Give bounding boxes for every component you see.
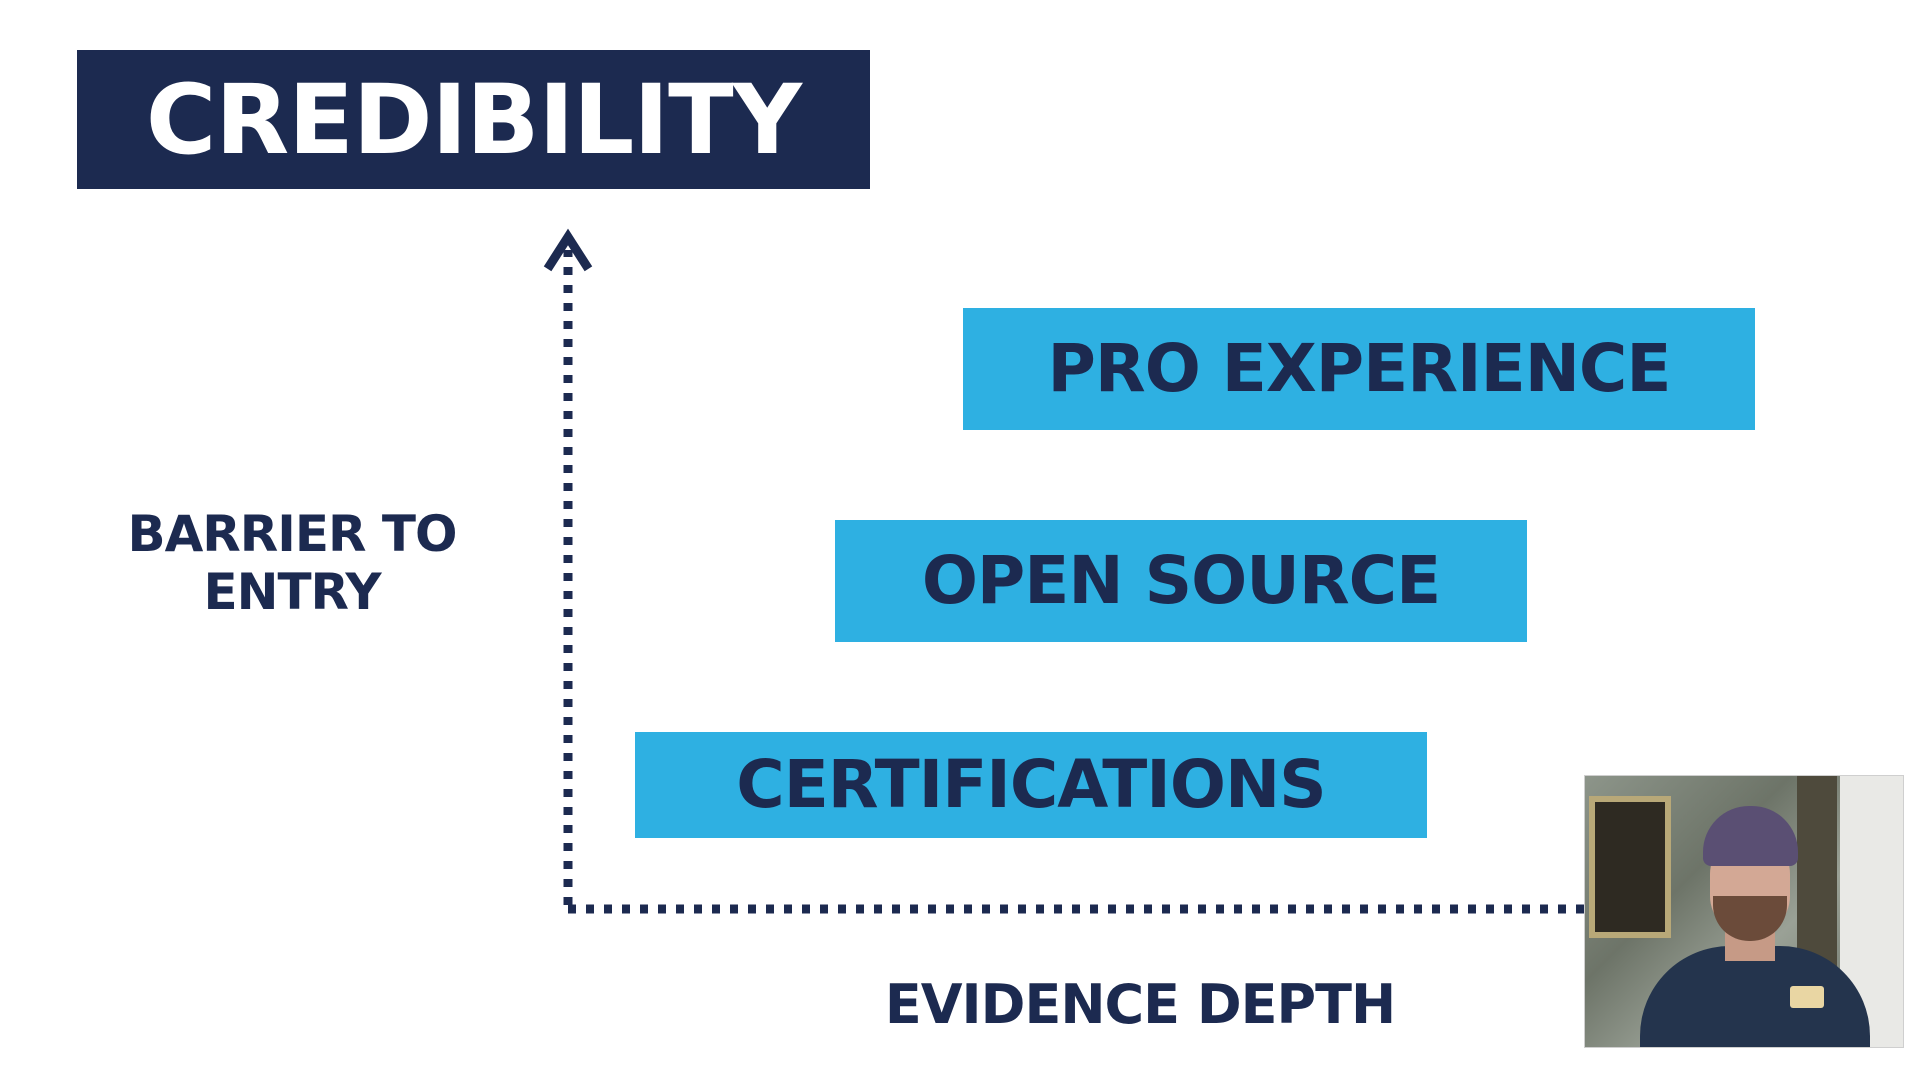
y-axis-label: BARRIER TO ENTRY [88,505,496,621]
tier-pro-experience: PRO EXPERIENCE [963,308,1755,430]
tier-open-source: OPEN SOURCE [835,520,1527,642]
slide-title: CREDIBILITY [145,63,802,176]
shirt-logo-badge [1790,986,1824,1008]
y-axis-label-line1: BARRIER TO [127,505,457,563]
tier-label: OPEN SOURCE [921,542,1441,619]
x-axis-label: EVIDENCE DEPTH [884,973,1396,1036]
tier-label: PRO EXPERIENCE [1047,330,1672,407]
y-axis-arrow-icon [543,228,593,272]
title-banner: CREDIBILITY [77,50,870,189]
webcam-door [1589,796,1671,938]
presenter-shirt [1640,946,1870,1047]
presenter-webcam [1584,775,1904,1048]
tier-label: CERTIFICATIONS [736,746,1326,823]
tier-certifications: CERTIFICATIONS [635,732,1427,838]
y-axis-label-line2: ENTRY [203,563,381,621]
